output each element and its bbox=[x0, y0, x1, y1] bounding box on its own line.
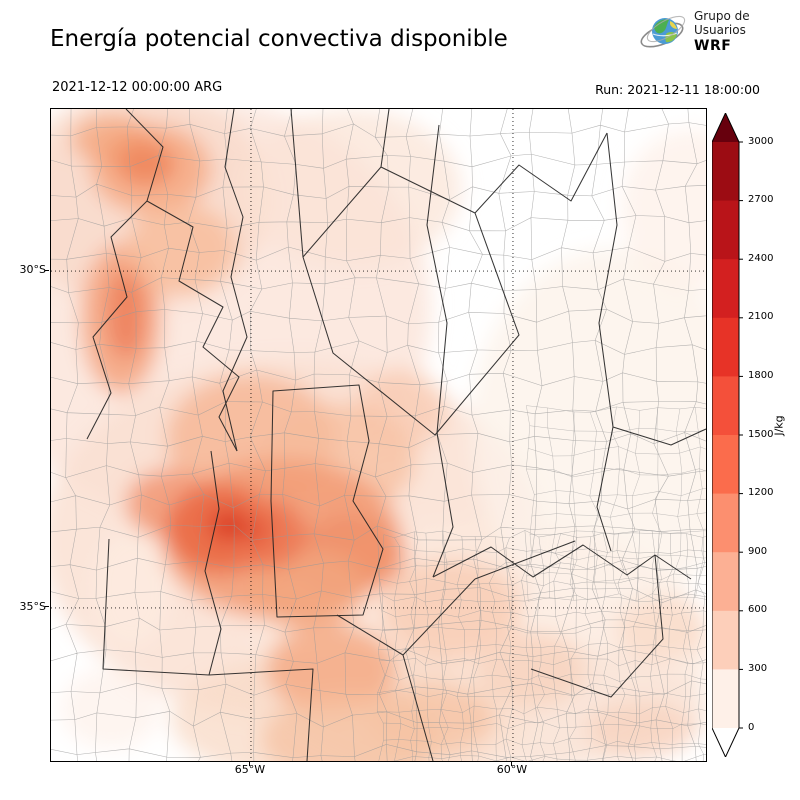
colorbar-tick-label: 2700 bbox=[748, 194, 774, 206]
colorbar-under-arrow bbox=[712, 728, 739, 757]
graticule-lines bbox=[51, 109, 706, 761]
colorbar-segment bbox=[712, 552, 739, 612]
axis-tick-mark bbox=[45, 269, 49, 271]
colorbar-tick-label: 600 bbox=[748, 604, 768, 616]
colorbar-segment bbox=[712, 259, 739, 319]
logo-text: Grupo de Usuarios WRF bbox=[694, 9, 750, 54]
colorbar-over-arrow bbox=[712, 113, 739, 142]
colorbar-tick-label: 300 bbox=[748, 662, 768, 674]
colorbar-segment bbox=[712, 610, 739, 670]
colorbar-tick-label: 0 bbox=[748, 721, 755, 733]
colorbar-tick-label: 1200 bbox=[748, 487, 774, 499]
colorbar-segment bbox=[712, 435, 739, 495]
axis-tick-mark bbox=[249, 762, 251, 766]
department-grid-path bbox=[51, 109, 706, 761]
run-time-label: Run: 2021-12-11 18:00:00 bbox=[595, 82, 760, 97]
colorbar-tick-label: 3000 bbox=[748, 135, 774, 147]
department-grid-path bbox=[525, 405, 706, 602]
colorbar-tick-label: 900 bbox=[748, 545, 768, 557]
department-grid-path bbox=[376, 530, 706, 761]
colorbar-scale bbox=[711, 111, 743, 759]
globe-icon bbox=[640, 15, 686, 48]
colorbar-segment bbox=[712, 200, 739, 260]
xtick-65w: 65°W bbox=[234, 763, 266, 776]
page-title: Energía potencial convectiva disponible bbox=[50, 26, 508, 52]
colorbar-tick-label: 2400 bbox=[748, 252, 774, 264]
cape-shading-field bbox=[51, 109, 706, 761]
colorbar-segment bbox=[712, 317, 739, 377]
axis-tick-mark bbox=[45, 606, 49, 608]
department-boundaries bbox=[51, 109, 706, 761]
colorbar-segment bbox=[712, 142, 739, 202]
logo-line-1: Grupo de bbox=[694, 9, 750, 24]
cape-map bbox=[51, 109, 706, 761]
valid-time-label: 2021-12-12 00:00:00 ARG bbox=[52, 80, 223, 95]
map-panel bbox=[50, 108, 707, 762]
wrf-users-logo: Grupo de Usuarios WRF bbox=[640, 8, 750, 56]
ytick-30s: 30°S bbox=[19, 263, 46, 277]
axis-tick-mark bbox=[511, 762, 513, 766]
ytick-35s: 35°S bbox=[19, 599, 46, 613]
xtick-60w: 60°W bbox=[496, 763, 528, 776]
logo-line-2: Usuarios bbox=[694, 22, 746, 37]
colorbar-tick-label: 2100 bbox=[748, 311, 774, 323]
colorbar-tick-label: 1800 bbox=[748, 369, 774, 381]
colorbar-tick-label: 1500 bbox=[748, 428, 774, 440]
province-boundaries bbox=[86, 109, 706, 761]
colorbar-segment bbox=[712, 493, 739, 553]
colorbar-unit-label: J/kg bbox=[772, 415, 786, 436]
colorbar bbox=[711, 111, 746, 759]
colorbar-segment bbox=[712, 669, 739, 729]
colorbar-segment bbox=[712, 376, 739, 436]
logo-line-wrf: WRF bbox=[694, 37, 732, 54]
